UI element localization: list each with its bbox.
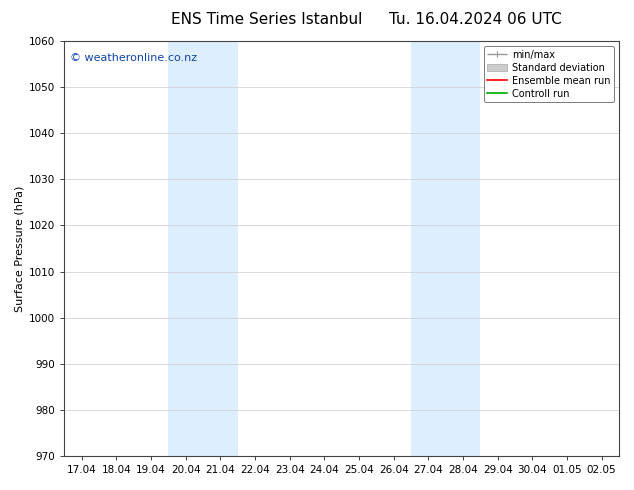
Bar bbox=[411, 41, 481, 456]
Y-axis label: Surface Pressure (hPa): Surface Pressure (hPa) bbox=[15, 185, 25, 312]
Bar bbox=[169, 41, 238, 456]
Text: Tu. 16.04.2024 06 UTC: Tu. 16.04.2024 06 UTC bbox=[389, 12, 562, 27]
Text: © weatheronline.co.nz: © weatheronline.co.nz bbox=[70, 53, 197, 64]
Legend: min/max, Standard deviation, Ensemble mean run, Controll run: min/max, Standard deviation, Ensemble me… bbox=[484, 46, 614, 102]
Text: ENS Time Series Istanbul: ENS Time Series Istanbul bbox=[171, 12, 362, 27]
